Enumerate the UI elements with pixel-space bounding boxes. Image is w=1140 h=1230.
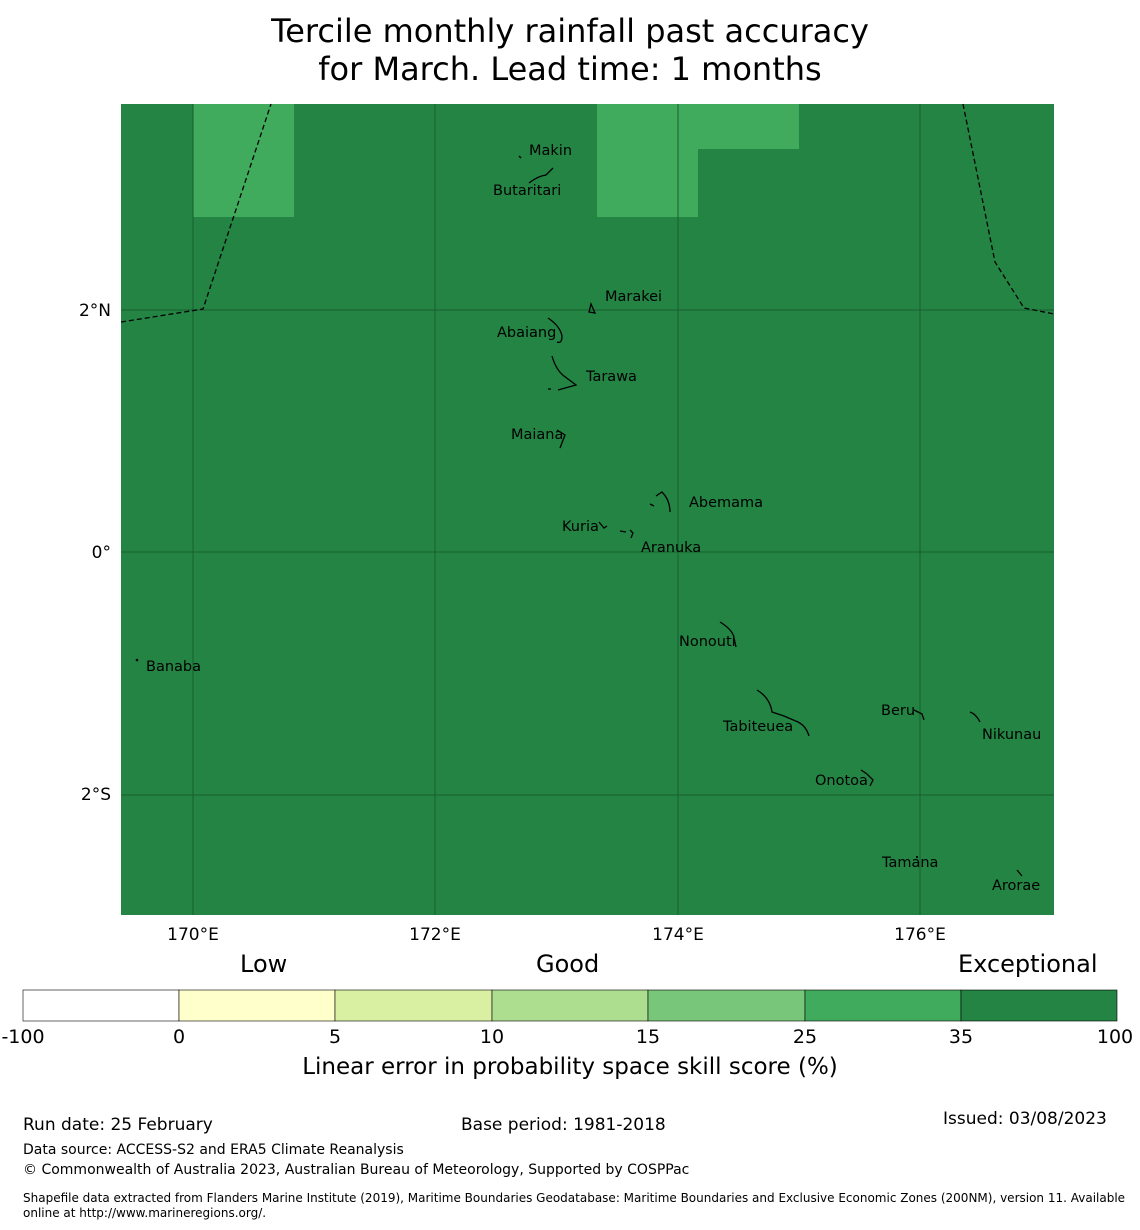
nikunau-outline xyxy=(969,711,981,723)
colorbar-segment-neg100-0 xyxy=(22,989,180,1022)
abemama-outline xyxy=(649,491,671,513)
lon-tick-174e: 174°E xyxy=(652,925,704,945)
colorbar-segment-25-35 xyxy=(804,989,962,1022)
issued-date: Issued: 03/08/2023 xyxy=(943,1109,1107,1129)
axis-labels: 170°E 172°E 174°E 176°E 2°N 0° 2°S xyxy=(79,301,946,945)
chart-title-line-2: for March. Lead time: 1 months xyxy=(318,50,822,88)
category-low: Low xyxy=(240,950,288,978)
gridlines xyxy=(121,104,1054,915)
marakei-outline xyxy=(588,302,597,314)
category-good: Good xyxy=(536,950,600,978)
lat-tick-2s: 2°S xyxy=(81,785,111,805)
colorbar-segment-15-25 xyxy=(647,989,806,1022)
island-label-maiana: Maiana xyxy=(511,427,563,443)
island-label-aranuka: Aranuka xyxy=(641,540,701,556)
map: Makin Butaritari Marakei Abaiang Tarawa … xyxy=(79,103,1055,945)
data-source: Data source: ACCESS-S2 and ERA5 Climate … xyxy=(23,1142,404,1158)
island-label-tabiteuea: Tabiteuea xyxy=(722,719,793,735)
lat-tick-2n: 2°N xyxy=(79,301,111,321)
tarawa-outline xyxy=(548,355,578,391)
category-exceptional: Exceptional xyxy=(958,950,1098,978)
island-label-tamana: Tamana xyxy=(881,855,938,871)
island-outlines xyxy=(518,155,1023,877)
island-label-arorae: Arorae xyxy=(992,878,1040,894)
colorbar-tick-neg100: -100 xyxy=(1,1026,44,1048)
island-label-tarawa: Tarawa xyxy=(585,369,637,385)
island-label-nikunau: Nikunau xyxy=(982,727,1041,743)
banaba-outline xyxy=(135,658,139,662)
lon-tick-172e: 172°E xyxy=(409,925,461,945)
maiana-outline xyxy=(556,429,566,449)
tamana-outline xyxy=(915,855,919,859)
skill-cell-25-35-central xyxy=(597,104,799,217)
colorbar-tick-35: 35 xyxy=(949,1026,973,1048)
lat-tick-0: 0° xyxy=(92,543,111,563)
colorbar-tick-0: 0 xyxy=(173,1026,185,1048)
colorbar-tick-10: 10 xyxy=(480,1026,504,1048)
island-label-makin: Makin xyxy=(529,143,572,159)
colorbar-tick-100: 100 xyxy=(1097,1026,1133,1048)
island-label-butaritari: Butaritari xyxy=(493,183,561,199)
lon-tick-176e: 176°E xyxy=(894,925,946,945)
island-label-beru: Beru xyxy=(881,703,915,719)
island-labels: Makin Butaritari Marakei Abaiang Tarawa … xyxy=(146,143,1041,894)
colorbar-tick-5: 5 xyxy=(329,1026,341,1048)
island-label-abaiang: Abaiang xyxy=(497,325,556,341)
nonouti-outline xyxy=(719,621,737,648)
base-period: Base period: 1981-2018 xyxy=(461,1115,666,1135)
abaiang-outline xyxy=(547,317,563,344)
shapefile-attribution: Shapefile data extracted from Flanders M… xyxy=(23,1191,1126,1220)
colorbar-segment-0-5 xyxy=(178,989,336,1022)
arorae-outline xyxy=(1016,869,1023,877)
kuria-outline xyxy=(598,521,608,529)
copyright-notice: © Commonwealth of Australia 2023, Austra… xyxy=(23,1162,690,1178)
chart-title-line-1: Tercile monthly rainfall past accuracy xyxy=(271,12,869,50)
tabiteuea-outline xyxy=(756,689,810,737)
island-label-abemama: Abemama xyxy=(689,495,763,511)
colorbar-ticks: -100 0 5 10 15 25 35 100 xyxy=(1,1026,1133,1048)
colorbar-segment-35-100 xyxy=(960,989,1118,1022)
island-label-nonouti: Nonouti xyxy=(679,634,736,650)
beru-outline xyxy=(913,709,925,721)
island-label-onotoa: Onotoa xyxy=(815,773,868,789)
island-label-marakei: Marakei xyxy=(605,289,662,305)
island-label-kuria: Kuria xyxy=(562,519,599,535)
aranuka-outline xyxy=(619,529,634,539)
lon-tick-170e: 170°E xyxy=(167,925,219,945)
run-date: Run date: 25 February xyxy=(23,1115,213,1135)
eez-boundary-east xyxy=(962,103,1055,315)
onotoa-outline xyxy=(860,769,874,787)
skill-cell-25-35-west xyxy=(193,104,294,217)
colorbar-segment-10-15 xyxy=(491,989,649,1022)
makin-outline xyxy=(518,155,522,159)
colorbar-tick-15: 15 xyxy=(636,1026,660,1048)
island-label-banaba: Banaba xyxy=(146,659,201,675)
colorbar: -100 0 5 10 15 25 35 100 xyxy=(1,989,1133,1048)
butaritari-outline xyxy=(528,167,554,184)
map-background-exceptional xyxy=(121,104,1054,915)
eez-boundary-west xyxy=(120,103,272,323)
colorbar-segment-5-10 xyxy=(334,989,493,1022)
colorbar-tick-25: 25 xyxy=(793,1026,817,1048)
colorbar-label: Linear error in probability space skill … xyxy=(302,1054,838,1080)
